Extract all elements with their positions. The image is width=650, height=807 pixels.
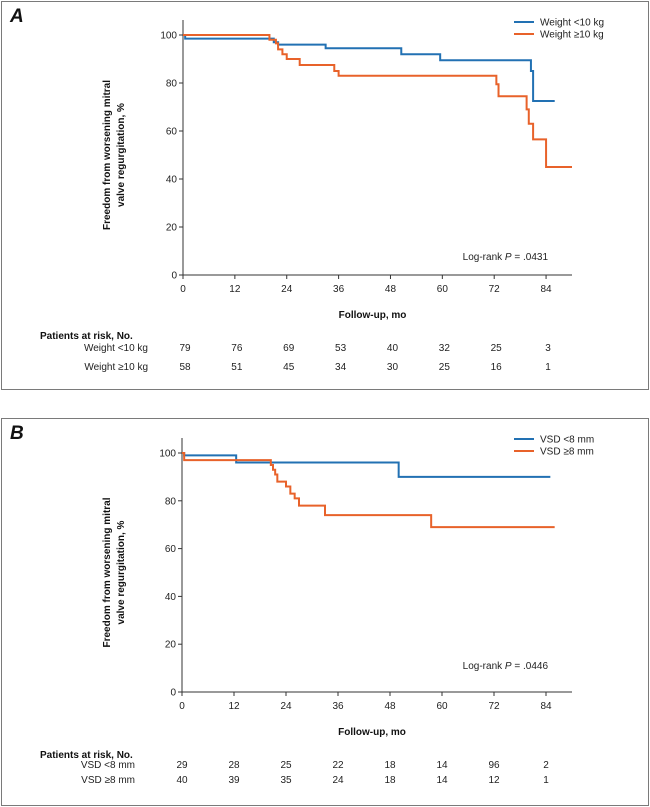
x-tick-label: 48 [385,284,397,295]
x-tick-label: 24 [280,701,292,712]
logrank-prefix: Log-rank [463,661,505,672]
legend-label: VSD ≥8 mm [540,447,594,458]
x-tick-label: 72 [488,701,500,712]
risk-value: 35 [280,775,292,786]
risk-value: 96 [488,760,500,771]
risk-value: 3 [545,343,551,354]
risk-value: 24 [332,775,344,786]
x-tick-label: 72 [489,284,501,295]
series-line-small [182,452,551,478]
x-tick-label: 36 [333,284,345,295]
panel-label: A [10,6,24,27]
series-line-large [182,452,555,529]
panel-label: B [10,423,24,444]
y-tick-label: 100 [160,31,177,42]
x-tick-label: 84 [541,284,553,295]
km-chart: 0 20 40 60 80 100 0 12 24 36 48 60 72 84 Follow-up, mo… [102,435,594,739]
risk-row-label: VSD ≥8 mm [81,775,135,786]
risk-value: 2 [543,760,549,771]
y-tick-label: 40 [166,175,178,186]
y-tick-label: 40 [165,592,177,603]
y-axis-label-line2: valve regurgitation, % [116,103,127,207]
risk-row-label: Weight <10 kg [83,343,148,354]
logrank-annotation: Log-rank P = .0446 [463,661,549,672]
y-tick-label: 60 [165,544,177,555]
risk-value: 25 [280,760,292,771]
risk-row-label: Weight ≥10 kg [84,362,148,373]
risk-value: 40 [176,775,188,786]
x-axis-label: Follow-up, mo [338,727,406,738]
risk-value: 18 [384,775,396,786]
y-axis-label-line1: Freedom from worsening mitral [102,80,113,230]
risk-value: 22 [332,760,344,771]
legend-label: Weight ≥10 kg [540,30,604,41]
risk-value: 32 [438,343,450,354]
y-tick-label: 20 [166,223,178,234]
logrank-prefix: Log-rank [463,252,505,263]
risk-value: 53 [335,343,347,354]
x-tick-label: 12 [228,701,240,712]
risk-value: 40 [386,343,399,354]
x-axis-label: Follow-up, mo [339,310,407,321]
risk-value: 18 [384,760,396,771]
risk-value: 34 [335,362,347,373]
x-tick-label: 48 [384,701,396,712]
panel-a: A 0 20 40 60 80 100 0 12 24 36 48 60 72 84 Follow-up, … [1,1,649,390]
y-tick-label: 0 [170,688,176,699]
legend-label: Weight <10 kg [540,18,604,29]
y-tick-label: 60 [166,127,178,138]
risk-value: 69 [283,343,295,354]
risk-table-title: Patients at risk, No. [40,750,133,761]
risk-value: 39 [228,775,240,786]
risk-value: 16 [490,362,502,373]
x-tick-label: 60 [436,701,448,712]
x-tick-label: 84 [540,701,552,712]
logrank-value: = .0446 [512,661,549,672]
risk-table-title: Patients at risk, No. [40,331,133,342]
legend-label: VSD <8 mm [540,435,594,446]
risk-value: 28 [228,760,240,771]
y-axis-label-line1: Freedom from worsening mitral [102,497,113,647]
risk-value: 12 [488,775,500,786]
x-tick-label: 24 [281,284,293,295]
x-tick-label: 0 [179,701,185,712]
x-tick-label: 0 [180,284,186,295]
risk-value: 76 [231,343,243,354]
logrank-value: = .0431 [512,252,549,263]
x-tick-label: 60 [437,284,449,295]
risk-value: 79 [179,343,191,354]
x-tick-label: 12 [229,284,241,295]
risk-value: 14 [436,775,448,786]
risk-value: 51 [231,362,243,373]
x-tick-label: 36 [332,701,344,712]
risk-value: 1 [543,775,549,786]
y-tick-label: 80 [165,496,177,507]
y-tick-label: 100 [159,449,176,460]
logrank-annotation: Log-rank P = .0431 [463,252,549,263]
logrank-p: P [505,661,512,672]
risk-value: 14 [436,760,448,771]
y-tick-label: 0 [171,271,177,282]
series-line-small [183,34,555,102]
y-tick-label: 80 [166,79,178,90]
y-tick-label: 20 [165,640,177,651]
risk-value: 25 [490,343,502,354]
risk-value: 45 [283,362,295,373]
series-line-large [183,34,572,168]
risk-value: 29 [176,760,188,771]
risk-value: 30 [386,362,399,373]
y-axis-label-line2: valve regurgitation, % [116,520,127,624]
km-chart: 0 20 40 60 80 100 0 12 24 36 48 60 72 84 Follow-up, mo… [102,18,604,322]
risk-value: 1 [545,362,551,373]
panel-b: B 0 20 40 60 80 100 0 12 24 36 48 60 72 84 Follow-up, … [1,418,649,806]
risk-value: 58 [179,362,191,373]
logrank-p: P [505,252,512,263]
risk-row-label: VSD <8 mm [80,760,135,771]
risk-value: 25 [438,362,450,373]
